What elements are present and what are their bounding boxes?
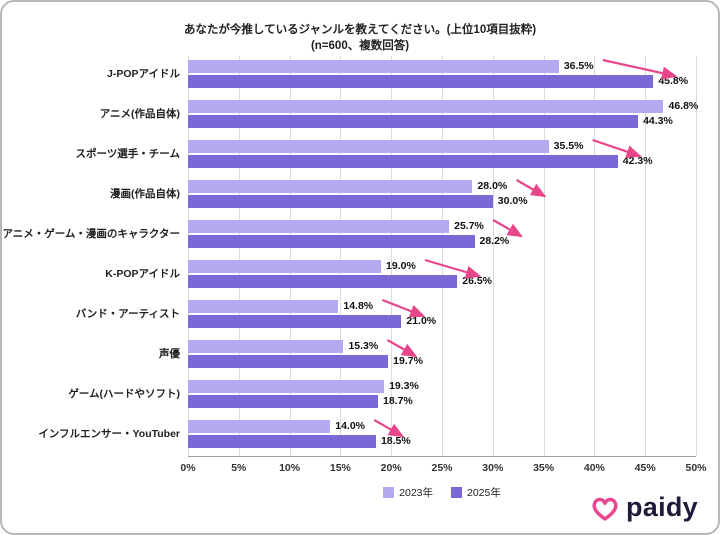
value-label: 21.0% xyxy=(406,315,437,327)
value-label: 26.5% xyxy=(462,275,493,287)
paidy-logo: paidy xyxy=(588,492,698,523)
bar-2025年 xyxy=(188,195,493,208)
bar-2025年 xyxy=(188,315,402,328)
category-label: インフルエンサー・YouTuber xyxy=(38,428,180,440)
bar-2025年 xyxy=(188,395,378,408)
bar-2025年 xyxy=(188,115,639,128)
increase-arrow xyxy=(381,298,426,318)
value-label: 14.0% xyxy=(335,420,366,432)
gridline xyxy=(442,56,443,456)
increase-arrow xyxy=(424,258,482,279)
legend-item: 2023年 xyxy=(383,485,433,500)
bar-2025年 xyxy=(188,355,389,368)
x-axis-tick-label: 45% xyxy=(634,462,656,474)
gridline xyxy=(543,56,545,456)
x-axis-tick-label: 10% xyxy=(279,462,301,474)
value-label: 15.3% xyxy=(348,340,379,352)
increase-arrow xyxy=(592,138,642,159)
gridline xyxy=(594,56,596,456)
value-label: 19.0% xyxy=(386,260,416,272)
gridline xyxy=(238,56,240,456)
value-label: 14.8% xyxy=(343,300,374,312)
gridline xyxy=(696,56,697,456)
gridline xyxy=(645,56,647,456)
bar-2025年 xyxy=(188,75,654,88)
category-label: ゲーム(ハードやソフト) xyxy=(68,388,180,400)
bar-2025年 xyxy=(188,435,376,448)
increase-arrow xyxy=(515,179,547,198)
value-label: 25.7% xyxy=(454,220,484,232)
value-label: 18.5% xyxy=(380,435,411,447)
increase-arrow xyxy=(602,58,678,80)
value-label: 44.3% xyxy=(643,115,673,127)
bar-2023年 xyxy=(188,300,339,313)
legend-swatch xyxy=(451,487,462,498)
bar-2025年 xyxy=(188,155,618,168)
category-label: J-POPアイドル xyxy=(107,68,180,80)
x-axis-tick-label: 40% xyxy=(583,462,605,474)
value-label: 36.5% xyxy=(563,60,594,72)
value-label: 19.7% xyxy=(393,355,423,367)
bar-2023年 xyxy=(188,340,344,353)
category-label: K-POPアイドル xyxy=(105,268,180,280)
bar-2023年 xyxy=(188,220,450,233)
x-axis-tick-label: 25% xyxy=(431,462,453,474)
bar-chart-plot: 0% 5% 10% 15% 20% 25% 30% 35% 40% 45% 50% J-POPアイドル… xyxy=(2,56,707,474)
category-label: アニメ(作品自体) xyxy=(99,108,180,120)
value-label: 19.3% xyxy=(389,380,419,392)
chart-subtitle: (n=600、複数回答) xyxy=(310,40,410,52)
legend-label: 2023年 xyxy=(399,487,433,499)
value-label: 35.5% xyxy=(553,140,584,152)
paidy-logo-text: paidy xyxy=(625,492,698,522)
x-axis-tick-label: 30% xyxy=(482,462,504,474)
x-axis-tick-label: 5% xyxy=(231,462,247,474)
bar-2023年 xyxy=(188,100,664,113)
gridline xyxy=(188,56,189,456)
x-axis-tick-label: 15% xyxy=(329,462,351,474)
bar-2023年 xyxy=(188,60,559,73)
legend-label: 2025年 xyxy=(467,487,501,499)
value-label: 28.2% xyxy=(479,235,510,247)
value-label: 18.7% xyxy=(382,395,413,407)
value-label: 30.0% xyxy=(497,195,528,207)
bar-2023年 xyxy=(188,140,549,153)
gridline xyxy=(492,56,494,456)
paidy-heart-icon xyxy=(592,497,618,521)
legend-item: 2025年 xyxy=(451,485,501,500)
bar-2023年 xyxy=(188,420,331,433)
increase-arrow xyxy=(492,219,524,238)
legend-swatch xyxy=(383,487,395,498)
increase-arrow xyxy=(373,419,405,438)
gridline xyxy=(391,56,393,456)
bar-2025年 xyxy=(188,235,475,248)
chart-legend: 2023年 2025年 xyxy=(188,485,696,500)
category-label: アニメ・ゲーム・漫画のキャラクター xyxy=(2,228,180,240)
x-axis-tick-label: 0% xyxy=(180,462,196,474)
bar-2023年 xyxy=(188,380,385,393)
value-label: 46.8% xyxy=(668,100,699,112)
gridline xyxy=(340,56,342,456)
x-axis-tick-label: 35% xyxy=(533,462,555,474)
category-label: 声優 xyxy=(159,348,180,360)
value-label: 28.0% xyxy=(477,180,508,192)
bar-2025年 xyxy=(188,275,458,288)
gridline xyxy=(289,56,291,456)
category-label: スポーツ選手・チーム xyxy=(75,148,180,160)
x-axis-tick-label: 50% xyxy=(685,462,707,474)
bar-2023年 xyxy=(188,180,473,193)
chart-title: あなたが今推しているジャンルを教えてください。(上位10項目抜粋) xyxy=(183,24,537,36)
value-label: 45.8% xyxy=(658,75,689,87)
value-label: 42.3% xyxy=(622,155,653,167)
bar-2023年 xyxy=(188,260,382,273)
category-label: バンド・アーティスト xyxy=(75,308,180,320)
category-label: 漫画(作品自体) xyxy=(110,188,180,200)
x-axis-tick-label: 20% xyxy=(380,462,402,474)
